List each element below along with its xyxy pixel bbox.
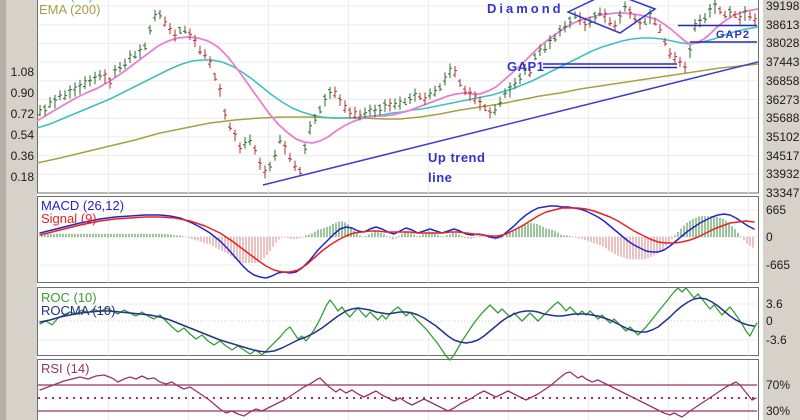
macd-panel [37,196,759,283]
axis-tick-label: 0.72 [10,107,34,121]
axis-tick-label: 33347 [766,186,800,200]
rsi-label: RSI (14) [41,361,90,376]
axis-tick-label: 38028 [766,36,800,51]
signal-label: Signal (9) [41,211,97,226]
price-series-group [37,5,758,186]
axis-tick-label: 0.36 [10,149,34,163]
right-axis-gutter: 39198 38613 38028 37443 36858 36273 35688 35102… [763,0,800,420]
axis-tick-label: 1.08 [10,65,34,79]
axis-tick-label: 0 [766,230,773,244]
axis-tick-label: 35102 [766,129,800,144]
axis-tick-label: 0 [766,314,773,328]
axis-tick-label: 38613 [766,17,800,32]
macd-label: MACD (26,12) [41,198,125,213]
axis-tick-label: -3.6 [766,333,787,347]
roc-label: ROC (10) [41,290,97,305]
rsi-series-group [38,371,757,418]
axis-tick-label: 36858 [766,73,800,88]
price-panel [37,0,759,194]
axis-tick-label: 70% [766,378,791,392]
axis-tick-label: 30% [766,404,791,418]
axis-tick-label: 39198 [766,0,800,13]
rocma-label: ROCMA (10) [41,303,116,318]
axis-tick-label: 35688 [766,111,800,126]
axis-tick-label: 0.18 [10,170,34,184]
axis-tick-label: 3.6 [766,297,783,311]
axis-tick-label: 0.90 [10,86,34,100]
axis-tick-label: -665 [766,258,791,272]
axis-tick-label: 665 [766,203,787,217]
axis-tick-label: 34517 [766,148,800,163]
axis-tick-label: 0.54 [10,128,34,142]
axis-tick-label: 33932 [766,167,800,182]
axis-tick-label: 36273 [766,92,800,107]
axis-tick-label: 37443 [766,55,800,70]
roc-series-group [38,288,758,361]
left-axis-gutter: 1.08 0.90 0.72 0.54 0.36 0.18 [0,0,37,420]
macd-series-group [38,205,757,279]
price-annotations [543,0,757,69]
candlestick-bars [38,0,757,179]
rsi-panel [37,359,759,420]
